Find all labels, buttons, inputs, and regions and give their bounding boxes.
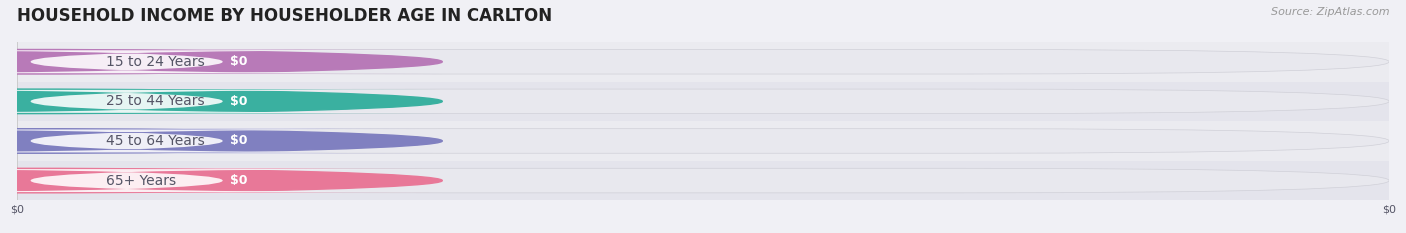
FancyBboxPatch shape bbox=[0, 169, 429, 192]
Text: 65+ Years: 65+ Years bbox=[105, 174, 176, 188]
Text: $0: $0 bbox=[231, 174, 247, 187]
Bar bbox=[17, 161, 1389, 200]
FancyBboxPatch shape bbox=[0, 130, 429, 152]
Text: 45 to 64 Years: 45 to 64 Years bbox=[105, 134, 205, 148]
Bar bbox=[17, 42, 1389, 82]
Circle shape bbox=[0, 168, 443, 193]
Text: $0: $0 bbox=[231, 95, 247, 108]
Text: $0: $0 bbox=[231, 134, 247, 147]
FancyBboxPatch shape bbox=[0, 49, 443, 74]
FancyBboxPatch shape bbox=[17, 168, 1389, 193]
FancyBboxPatch shape bbox=[17, 49, 1389, 74]
FancyBboxPatch shape bbox=[0, 50, 429, 73]
Text: HOUSEHOLD INCOME BY HOUSEHOLDER AGE IN CARLTON: HOUSEHOLD INCOME BY HOUSEHOLDER AGE IN C… bbox=[17, 7, 553, 25]
Bar bbox=[17, 82, 1389, 121]
Text: 25 to 44 Years: 25 to 44 Years bbox=[105, 94, 205, 108]
FancyBboxPatch shape bbox=[0, 129, 443, 153]
FancyBboxPatch shape bbox=[0, 168, 443, 193]
Circle shape bbox=[0, 49, 443, 74]
Circle shape bbox=[0, 89, 443, 114]
FancyBboxPatch shape bbox=[0, 90, 429, 113]
FancyBboxPatch shape bbox=[0, 89, 443, 114]
Text: $0: $0 bbox=[231, 55, 247, 68]
FancyBboxPatch shape bbox=[17, 129, 1389, 153]
Circle shape bbox=[0, 129, 443, 153]
Text: Source: ZipAtlas.com: Source: ZipAtlas.com bbox=[1271, 7, 1389, 17]
FancyBboxPatch shape bbox=[17, 89, 1389, 114]
Text: 15 to 24 Years: 15 to 24 Years bbox=[105, 55, 205, 69]
Bar bbox=[17, 121, 1389, 161]
